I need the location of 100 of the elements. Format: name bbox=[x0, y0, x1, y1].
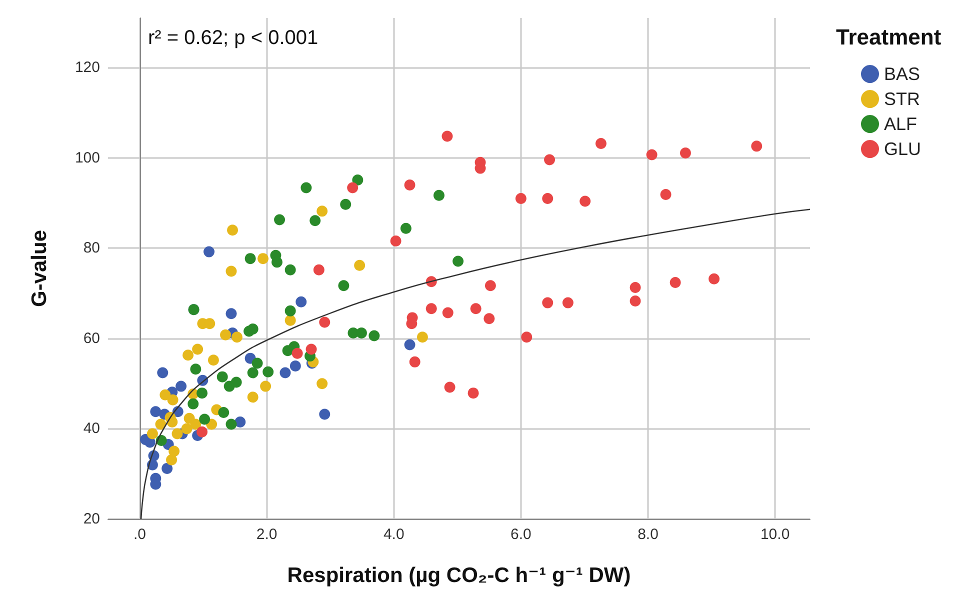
point bbox=[226, 308, 237, 320]
point bbox=[284, 264, 296, 276]
point bbox=[274, 214, 286, 226]
point bbox=[319, 408, 330, 420]
point bbox=[515, 193, 526, 204]
point bbox=[157, 367, 168, 378]
point bbox=[409, 356, 420, 368]
x-tick-label: 4.0 bbox=[383, 526, 404, 543]
point bbox=[708, 273, 720, 284]
point bbox=[181, 423, 192, 434]
point bbox=[150, 406, 162, 418]
point bbox=[290, 360, 301, 372]
point bbox=[670, 276, 681, 288]
point bbox=[244, 253, 256, 264]
point bbox=[192, 344, 204, 355]
point bbox=[227, 224, 238, 236]
point bbox=[354, 260, 366, 271]
point bbox=[368, 330, 380, 342]
point bbox=[296, 296, 307, 308]
point bbox=[280, 367, 291, 378]
point bbox=[247, 323, 258, 334]
point bbox=[231, 332, 242, 343]
point bbox=[188, 398, 199, 410]
x-tick-label: .0 bbox=[134, 526, 146, 543]
y-tick-label: 40 bbox=[83, 420, 100, 438]
point bbox=[630, 296, 641, 306]
y-tick-label: 120 bbox=[74, 59, 100, 76]
point bbox=[260, 380, 272, 392]
point bbox=[580, 196, 591, 207]
legend-label: ALF bbox=[884, 114, 918, 134]
point bbox=[680, 147, 691, 158]
point bbox=[310, 215, 321, 226]
point bbox=[167, 394, 178, 406]
point bbox=[442, 130, 453, 142]
point bbox=[542, 297, 554, 308]
point bbox=[234, 416, 246, 428]
legend-label: BAS bbox=[884, 64, 920, 84]
line-series bbox=[140, 208, 811, 520]
point bbox=[204, 246, 215, 258]
point bbox=[292, 348, 303, 359]
point bbox=[646, 149, 658, 160]
point bbox=[352, 174, 364, 186]
x-axis-title: Respiration (µg CO₂-C h⁻¹ g⁻¹ DW) bbox=[287, 564, 631, 587]
point bbox=[390, 235, 402, 246]
point bbox=[400, 222, 412, 234]
point bbox=[262, 366, 274, 378]
point bbox=[434, 190, 444, 201]
point bbox=[300, 182, 312, 194]
point bbox=[226, 266, 237, 277]
x-tick-label: 6.0 bbox=[510, 526, 532, 543]
point bbox=[247, 367, 258, 378]
y-tick-label: 80 bbox=[83, 240, 100, 257]
point bbox=[751, 140, 762, 152]
point bbox=[230, 376, 242, 388]
point bbox=[442, 307, 454, 318]
legend-label: STR bbox=[884, 89, 920, 109]
point bbox=[208, 354, 219, 366]
point bbox=[160, 389, 171, 400]
point bbox=[316, 206, 328, 217]
point bbox=[313, 264, 324, 276]
point bbox=[190, 418, 202, 430]
point bbox=[340, 198, 352, 210]
point bbox=[199, 414, 210, 425]
x-tick-label: 8.0 bbox=[638, 526, 658, 543]
point bbox=[168, 446, 180, 457]
point bbox=[484, 280, 496, 292]
point bbox=[452, 256, 464, 267]
point bbox=[660, 188, 672, 200]
legend-label: GLU bbox=[884, 139, 922, 159]
point bbox=[562, 297, 574, 308]
point bbox=[176, 380, 187, 392]
point bbox=[284, 305, 296, 316]
y-tick-label: 100 bbox=[74, 149, 100, 166]
point bbox=[220, 329, 232, 340]
point bbox=[226, 418, 237, 430]
point bbox=[218, 406, 230, 418]
point bbox=[404, 339, 416, 350]
point bbox=[404, 180, 416, 190]
point bbox=[190, 364, 202, 375]
point bbox=[426, 303, 437, 314]
point bbox=[162, 462, 173, 474]
annotation: r² = 0.62; p < 0.001 bbox=[148, 27, 318, 49]
point bbox=[196, 426, 208, 438]
point bbox=[544, 154, 556, 166]
point bbox=[470, 303, 482, 314]
y-axis-title: G-value bbox=[28, 230, 51, 308]
point bbox=[596, 138, 606, 149]
point bbox=[216, 371, 228, 382]
point bbox=[182, 350, 194, 361]
x-tick-label: 2.0 bbox=[256, 526, 278, 543]
point bbox=[284, 314, 296, 326]
point bbox=[155, 418, 166, 430]
point bbox=[258, 253, 269, 264]
point bbox=[630, 282, 641, 293]
point bbox=[338, 280, 350, 292]
point bbox=[272, 256, 282, 268]
point bbox=[444, 382, 456, 393]
y-tick-label: 60 bbox=[83, 330, 100, 347]
point bbox=[416, 332, 428, 343]
point bbox=[252, 358, 263, 369]
